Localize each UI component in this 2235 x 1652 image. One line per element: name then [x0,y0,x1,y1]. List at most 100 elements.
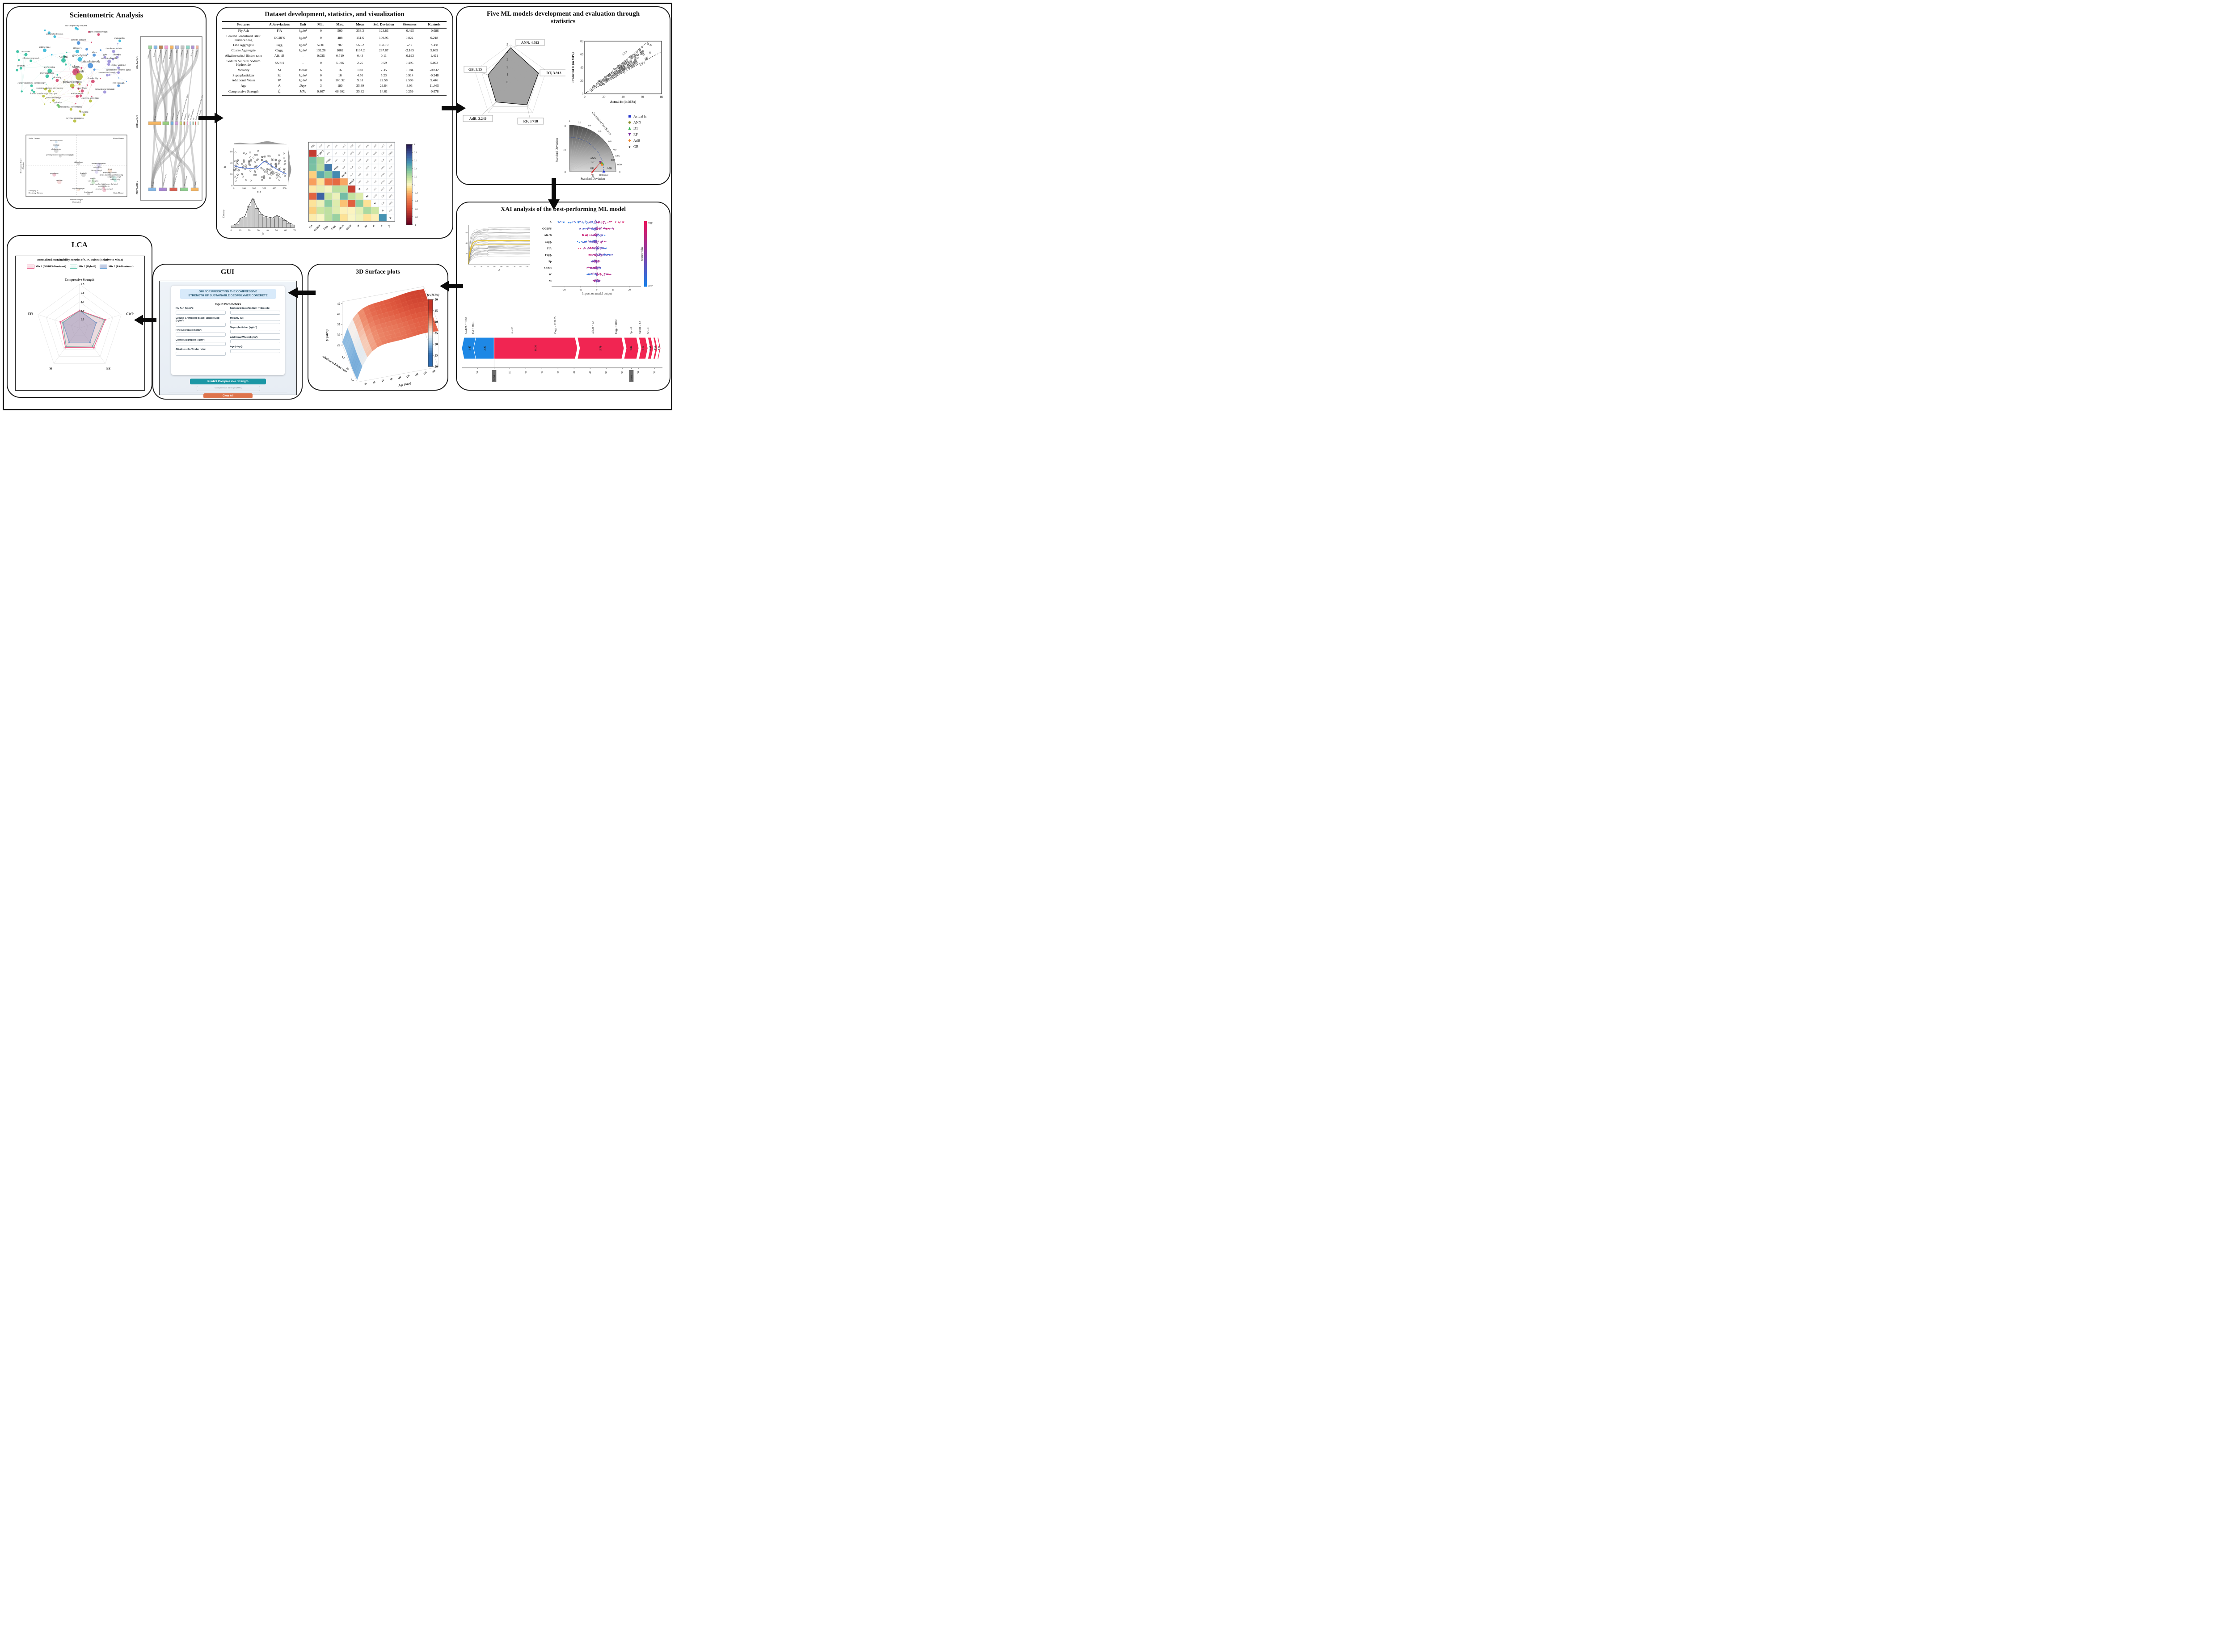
svg-text:40: 40 [266,229,269,232]
svg-text:Standard Deviation: Standard Deviation [581,177,605,181]
gui-window: GUI FOR PREDICTING THE COMPRESSIVE STREN… [159,281,297,398]
svg-text:0.2: 0.2 [414,176,417,178]
gui-input-field[interactable] [176,342,226,346]
svg-text:mixtures: mixtures [21,51,30,53]
svg-text:reinforced concrete: reinforced concrete [50,140,63,142]
gui-field-label: Ground Granulated Blast Furnace Slag (kg… [176,316,219,322]
svg-text:Low: Low [648,285,653,287]
svg-text:ambient curing: ambient curing [110,179,120,181]
svg-text:0: 0 [596,289,598,291]
svg-text:W: W [549,273,552,276]
svg-text:20: 20 [603,96,606,99]
svg-text:fourier transform infrared spe: fourier transform infrared spe [30,93,57,95]
svg-text:ANN: ANN [633,121,641,125]
table-row: Ground Granulated Blast Furnace Slag GGBF… [226,34,438,42]
gui-field-label: Superplasticizer (kg/m³): [230,326,258,329]
arrow-scientometric-to-dataset [198,113,224,123]
svg-text:-0.07: -0.07 [373,143,377,148]
svg-text:38: 38 [605,371,608,374]
svg-text:slags: slags [72,65,80,69]
svg-text:80: 80 [660,96,663,99]
svg-text:GWP: GWP [126,312,134,316]
panel-gui: GUI GUI FOR PREDICTING THE COMPRESSIVE S… [152,264,303,400]
svg-text:self compacting concrete: self compacting concrete [65,25,88,27]
gui-header: GUI FOR PREDICTING THE COMPRESSIVE STREN… [180,289,276,299]
svg-text:50: 50 [275,229,278,232]
gui-input-field[interactable] [230,329,280,334]
svg-text:fly ash: fly ash [152,182,154,186]
table-row: Compressive Strength fc MPa 0.407 68.602 35.3… [222,88,447,96]
clear-all-button[interactable]: Clear All [203,393,253,398]
gui-input-field[interactable] [230,310,280,315]
output-field[interactable]: Compressive Strength (MPa) [197,386,260,391]
svg-text:300: 300 [262,187,266,190]
gui-input-field[interactable] [230,349,280,353]
svg-text:-0.021: -0.021 [380,172,385,177]
svg-text:-10: -10 [579,289,582,291]
svg-text:0.18: 0.18 [365,180,369,184]
shap-force-plot: GGBFS = 40.68 FlA = 366.1 A = 60 Cagg. = 12… [461,316,662,382]
svg-text:-0.8: -0.8 [414,216,418,219]
svg-text:alkalinity: alkalinity [53,77,62,79]
svg-text:40: 40 [373,381,376,384]
gui-input-field[interactable] [176,323,226,327]
svg-text:60: 60 [381,379,385,383]
svg-text:1.5: 1.5 [81,301,84,303]
surface3d-title: 3D Surface plots [356,269,400,275]
svg-text:steel fibers: steel fibers [77,88,87,90]
svg-text:Correlation Coefficient: Correlation Coefficient [591,111,612,136]
svg-text:46: 46 [541,371,544,374]
svg-text:fly ash: fly ash [108,169,112,170]
svg-text:30: 30 [257,229,260,232]
table-row: Superplasticizer Sp kg/m³ 0 16 4.50 5.23 0.914-… [232,73,439,77]
svg-text:0: 0 [565,171,566,174]
gui-input-field[interactable] [230,339,280,343]
lca-legend: Mix 1 (GGBFS-Dominant) Mix 2 (Hybrid) Mix … [16,263,144,271]
svg-text:ground granulated blast furnac: ground granulated blast furnace slag (gg… [90,183,118,185]
gui-header-line2: STRENGTH OF SUSTAINABLE GEOPOLYMER CONCR… [188,294,268,297]
svg-text:DT: DT [611,159,615,162]
svg-text:40: 40 [435,320,438,324]
svg-text:recycled aggregate: recycled aggregate [190,109,194,120]
table-row: Age A Days 3 180 25.39 29.84 3.03 11.465 [240,84,439,88]
svg-text:fc: fc [224,166,227,168]
gui-input-field[interactable] [230,320,280,324]
svg-text:A = 60: A = 60 [511,327,514,334]
svg-text:fc (MPa): fc (MPa) [325,329,329,341]
fc-histogram: 0 10 20 30 40 50 60 70 fc Density [223,198,296,236]
svg-text:aluminum oxide: aluminum oxide [105,47,122,50]
svg-text:concrete aggregates: concrete aggregates [81,97,99,100]
lca-chart-title: Normalized Sustainability Metrics of GPC… [37,258,123,261]
svg-text:0.051: 0.051 [365,165,369,170]
gui-input-field[interactable] [176,332,226,337]
svg-text:400: 400 [273,187,277,190]
svg-text:recycled aggregates: recycled aggregates [66,118,84,120]
svg-text:water absorption: water absorption [176,110,180,120]
stats-col-header: Min. [312,21,330,29]
svg-text:AdB, 3.249: AdB, 3.249 [469,117,486,121]
svg-text:5: 5 [506,42,508,46]
arrow-dataset-to-fiveml [442,103,466,114]
svg-text:sodium: sodium [17,64,25,67]
svg-text:-0.071: -0.071 [388,194,393,198]
arrow-fiveml-to-xai [548,178,560,210]
svg-text:35: 35 [337,323,340,326]
svg-text:scanning electron microscopy: scanning electron microscopy [36,88,63,90]
predict-button[interactable]: Predict Compressive Strength [190,379,266,384]
svg-text:120: 120 [506,266,509,268]
svg-text:DT, 3.913: DT, 3.913 [546,71,561,75]
gui-input-field[interactable] [176,351,226,356]
svg-text:0: 0 [569,120,570,123]
svg-text:flexural strength: flexural strength [91,170,102,172]
svg-text:ggbs: ggbs [103,54,107,56]
svg-text:3: 3 [506,58,508,62]
svg-text:0: 0 [414,184,415,186]
svg-text:0.2: 0.2 [358,166,361,169]
panel-xai: XAI analysis of the best-performing ML m… [456,202,670,391]
panel-scientometric: Scientometric Analysis self compacting c… [6,6,207,209]
svg-text:0.32: 0.32 [373,187,377,191]
gui-input-field[interactable] [176,310,226,315]
svg-text:10: 10 [563,149,566,152]
svg-text:60: 60 [466,232,468,234]
